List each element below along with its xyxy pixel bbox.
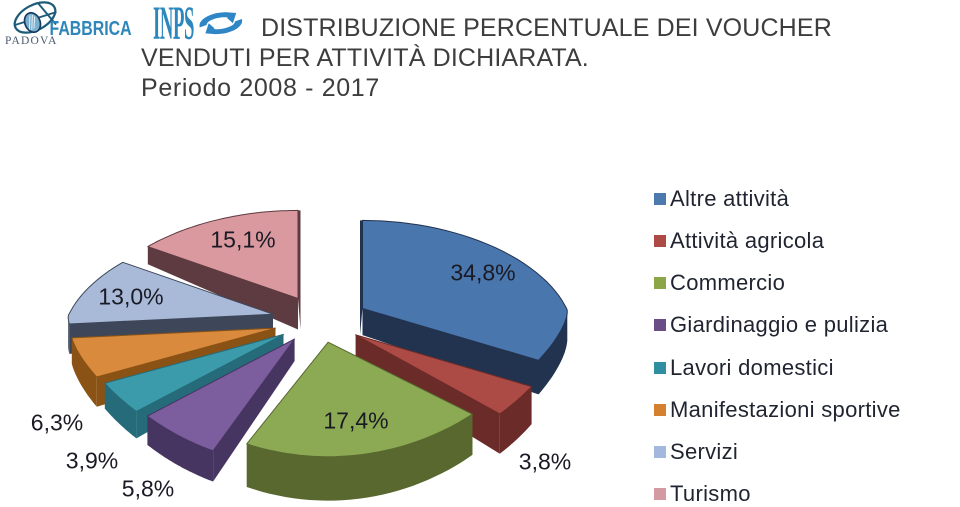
svg-text:FABBRICA: FABBRICA [50,16,132,39]
svg-text:PADOVA: PADOVA [5,35,58,47]
svg-text:INPS: INPS [153,0,194,50]
